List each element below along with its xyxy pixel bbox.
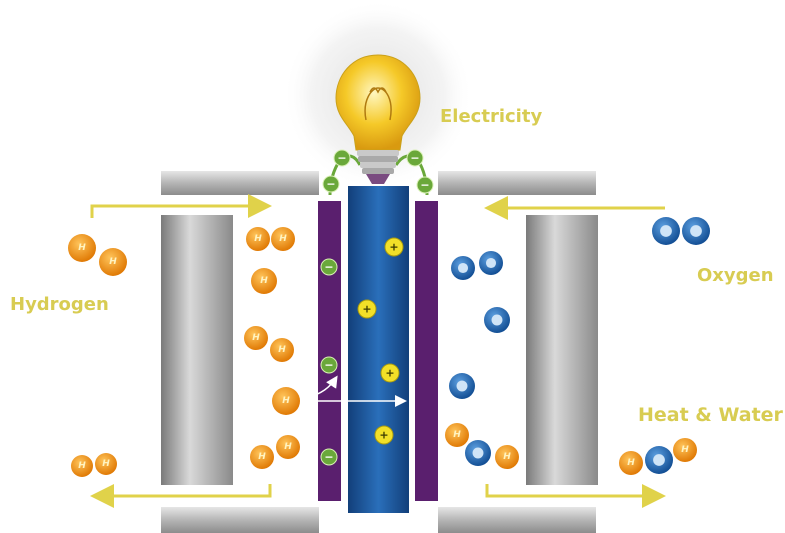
oxygen-atom bbox=[449, 373, 475, 399]
hydrogen-atom: H bbox=[71, 455, 93, 477]
hydrogen-atom: H bbox=[99, 248, 127, 276]
svg-text:H: H bbox=[284, 442, 292, 452]
cathode-plate bbox=[526, 215, 598, 485]
light-bulb-icon bbox=[335, 54, 421, 184]
svg-text:+: + bbox=[362, 303, 371, 316]
svg-text:+: + bbox=[389, 241, 398, 254]
heat-water-label: Heat & Water bbox=[638, 404, 783, 426]
svg-text:H: H bbox=[681, 445, 689, 455]
electron-icon: − bbox=[416, 176, 434, 194]
svg-text:H: H bbox=[503, 452, 511, 462]
svg-text:H: H bbox=[78, 461, 86, 471]
oxygen-atom bbox=[682, 217, 710, 245]
svg-text:H: H bbox=[102, 459, 110, 469]
oxygen-atom bbox=[451, 256, 475, 280]
electricity-label: Electricity bbox=[440, 106, 543, 127]
svg-text:H: H bbox=[453, 430, 461, 440]
bottom-bar-right bbox=[438, 507, 596, 533]
hydrogen-atom: H bbox=[276, 435, 300, 459]
svg-text:−: − bbox=[324, 359, 333, 372]
svg-text:−: − bbox=[420, 179, 429, 192]
svg-text:H: H bbox=[278, 345, 286, 355]
proton-icon: + bbox=[357, 299, 377, 319]
hydrogen-atom: H bbox=[272, 387, 300, 415]
svg-text:H: H bbox=[109, 257, 117, 267]
oxygen-atom bbox=[484, 307, 510, 333]
svg-text:H: H bbox=[279, 234, 287, 244]
svg-text:+: + bbox=[385, 367, 394, 380]
oxygen-atom bbox=[652, 217, 680, 245]
svg-text:H: H bbox=[282, 396, 290, 406]
hydrogen-atom: H bbox=[270, 338, 294, 362]
hydrogen-atom: H bbox=[445, 423, 469, 447]
proton-icon: + bbox=[374, 425, 394, 445]
svg-text:H: H bbox=[252, 333, 260, 343]
bottom-bar-left bbox=[161, 507, 319, 533]
hydrogen-atom: H bbox=[251, 268, 277, 294]
hydrogen-atom: H bbox=[95, 453, 117, 475]
oxygen-atom bbox=[479, 251, 503, 275]
oxygen-atom bbox=[645, 446, 673, 474]
cathode-electrode bbox=[415, 201, 438, 501]
svg-text:H: H bbox=[627, 458, 635, 468]
hydrogen-atom: H bbox=[271, 227, 295, 251]
hydrogen-atom: H bbox=[619, 451, 643, 475]
hydrogen-out-arrow bbox=[90, 484, 272, 508]
hydrogen-atom: H bbox=[68, 234, 96, 262]
svg-text:−: − bbox=[324, 261, 333, 274]
electron-icon: − bbox=[406, 149, 424, 167]
electron-icon: − bbox=[320, 448, 338, 466]
svg-text:H: H bbox=[260, 276, 268, 286]
svg-text:−: − bbox=[337, 152, 346, 165]
hydrogen-atom: H bbox=[250, 445, 274, 469]
hydrogen-atom: H bbox=[495, 445, 519, 469]
hydrogen-atom: H bbox=[673, 438, 697, 462]
electron-flow-arrow bbox=[302, 375, 338, 399]
proton-icon: + bbox=[384, 237, 404, 257]
electron-icon: − bbox=[333, 149, 351, 167]
svg-text:H: H bbox=[78, 243, 86, 253]
electrolyte-membrane bbox=[348, 186, 409, 513]
proton-icon: + bbox=[380, 363, 400, 383]
svg-text:−: − bbox=[410, 152, 419, 165]
svg-text:+: + bbox=[379, 429, 388, 442]
electron-icon: − bbox=[320, 356, 338, 374]
oxygen-label: Oxygen bbox=[697, 265, 774, 286]
water-out-arrow bbox=[485, 484, 666, 508]
svg-text:H: H bbox=[254, 234, 262, 244]
svg-text:−: − bbox=[326, 178, 335, 191]
hydrogen-label: Hydrogen bbox=[10, 294, 109, 315]
top-bar-right bbox=[438, 171, 596, 195]
svg-text:H: H bbox=[258, 452, 266, 462]
hydrogen-in-arrow bbox=[90, 194, 272, 218]
top-bar-left bbox=[161, 171, 319, 195]
anode-electrode bbox=[318, 201, 341, 501]
svg-text:−: − bbox=[324, 451, 333, 464]
hydrogen-atom: H bbox=[246, 227, 270, 251]
electron-icon: − bbox=[320, 258, 338, 276]
oxygen-atom bbox=[465, 440, 491, 466]
hydrogen-atom: H bbox=[244, 326, 268, 350]
electron-icon: − bbox=[322, 175, 340, 193]
anode-plate bbox=[161, 215, 233, 485]
